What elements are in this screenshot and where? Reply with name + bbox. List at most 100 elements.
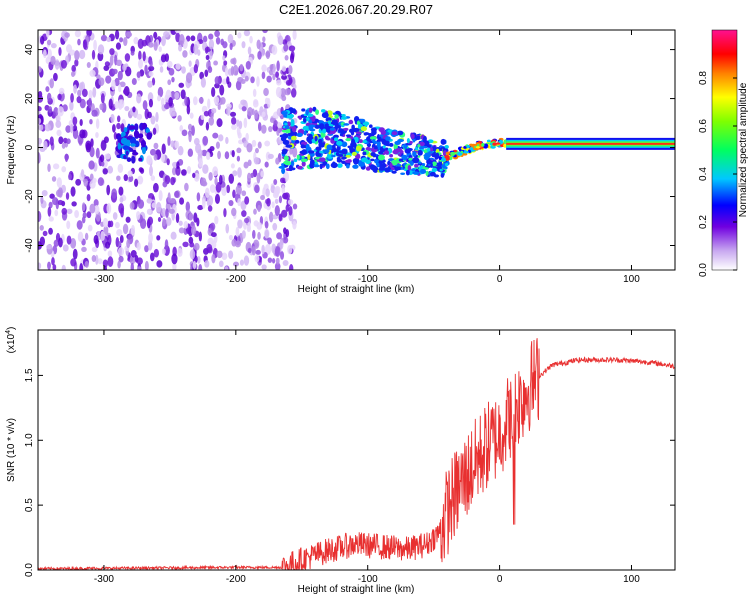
signal-blob	[330, 162, 338, 169]
noise-blob	[93, 204, 100, 215]
noise-blob	[70, 71, 76, 78]
spectrogram-frame	[37, 29, 676, 271]
signal-blob	[371, 139, 376, 143]
noise-blob	[181, 66, 186, 74]
noise-blob	[165, 217, 172, 226]
noise-blob	[100, 34, 108, 42]
noise-blob	[70, 186, 76, 197]
signal-blob	[417, 149, 423, 156]
noise-blob	[79, 129, 86, 139]
signal-blob	[146, 132, 152, 140]
noise-blob	[66, 138, 71, 145]
noise-blob	[247, 46, 252, 55]
noise-blob	[38, 211, 42, 222]
signal-blob	[336, 158, 343, 163]
signal-blob	[128, 125, 136, 130]
signal-blob	[334, 114, 339, 119]
noise-blob	[163, 31, 170, 38]
noise-blob	[167, 136, 171, 147]
noise-blob	[70, 258, 77, 267]
signal-blob	[429, 171, 436, 177]
noise-blob	[61, 207, 68, 215]
noise-blob	[205, 151, 211, 160]
noise-blob	[279, 239, 284, 250]
noise-blob	[207, 98, 211, 109]
signal-blob	[384, 150, 390, 155]
noise-blob	[221, 252, 228, 261]
signal-blob	[368, 133, 373, 137]
noise-blob	[53, 72, 58, 82]
noise-blob	[201, 181, 208, 187]
signal-blob	[466, 144, 470, 149]
noise-blob	[243, 30, 251, 37]
noise-blob	[254, 147, 259, 154]
noise-blob	[84, 261, 89, 268]
noise-blob	[258, 122, 262, 132]
noise-blob	[157, 86, 164, 98]
noise-blob	[266, 75, 272, 83]
noise-blob	[246, 142, 253, 153]
noise-blob	[196, 217, 200, 227]
noise-blob	[275, 86, 282, 98]
noise-blob	[284, 55, 289, 61]
signal-blob	[348, 128, 355, 133]
signal-blob	[284, 122, 288, 126]
signal-blob	[301, 108, 306, 112]
noise-blob	[102, 168, 108, 175]
noise-blob	[215, 182, 222, 193]
noise-blob	[132, 106, 136, 113]
noise-blob	[137, 38, 144, 50]
noise-blob	[264, 220, 269, 229]
signal-blob	[345, 154, 352, 158]
signal-blob	[284, 111, 288, 115]
signal-blob	[307, 150, 315, 154]
colorbar-label: Normalized spectral amplitude	[738, 82, 749, 217]
noise-blob	[125, 31, 133, 38]
noise-blob	[151, 77, 156, 86]
noise-blob	[109, 48, 115, 56]
signal-blob	[407, 160, 413, 164]
signal-blob	[380, 130, 386, 135]
noise-blob	[185, 72, 193, 84]
noise-blob	[213, 96, 220, 105]
signal-blob	[400, 167, 404, 170]
noise-blob	[129, 255, 136, 265]
signal-blob	[463, 146, 467, 149]
noise-blob	[118, 84, 122, 93]
signal-blob	[417, 161, 422, 164]
noise-blob	[214, 193, 221, 205]
signal-blob	[283, 155, 289, 161]
noise-blob	[179, 197, 185, 205]
noise-blob	[252, 100, 259, 108]
signal-blob	[300, 158, 308, 163]
signal-blob	[432, 145, 437, 152]
noise-blob	[60, 59, 67, 69]
signal-blob	[431, 161, 437, 167]
noise-blob	[252, 88, 257, 98]
noise-blob	[122, 223, 129, 235]
noise-blob	[267, 257, 273, 263]
noise-blob	[130, 262, 135, 270]
signal-blob	[282, 148, 288, 155]
noise-blob	[206, 200, 211, 207]
signal-blob	[137, 133, 144, 139]
signal-blob	[305, 143, 310, 150]
noise-blob	[175, 212, 180, 224]
signal-blob	[290, 135, 297, 141]
noise-blob	[172, 262, 177, 270]
colorbar	[711, 29, 738, 271]
signal-blob	[131, 155, 136, 164]
noise-blob	[53, 107, 59, 117]
noise-blob	[197, 255, 201, 264]
noise-blob	[225, 136, 229, 145]
noise-blob	[171, 166, 177, 176]
signal-blob	[282, 139, 290, 145]
noise-blob	[77, 231, 84, 243]
snr-x-tick-label: -200	[226, 574, 246, 585]
noise-blob	[202, 135, 209, 146]
noise-blob	[38, 118, 42, 124]
noise-blob	[196, 192, 201, 202]
noise-blob	[287, 199, 294, 205]
noise-blob	[278, 195, 283, 204]
noise-blob	[257, 231, 261, 240]
